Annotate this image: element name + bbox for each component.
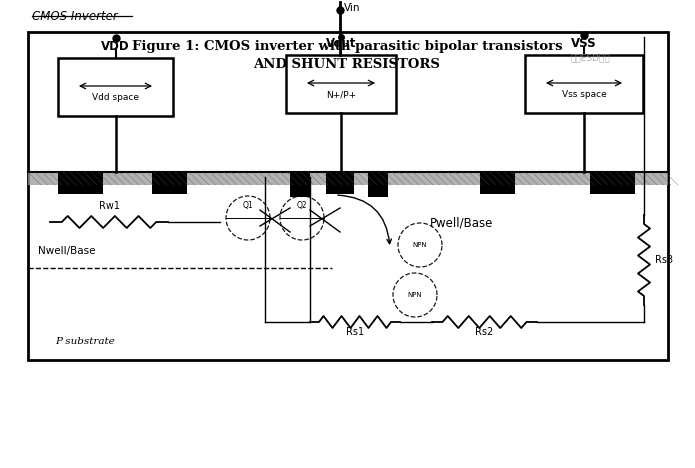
Bar — [58, 172, 103, 194]
Text: Rw1: Rw1 — [99, 201, 120, 211]
Text: Vdd space: Vdd space — [92, 93, 139, 102]
Text: Vin: Vin — [344, 3, 361, 13]
Text: AND SHUNT RESISTORS: AND SHUNT RESISTORS — [254, 58, 441, 71]
Text: VSS: VSS — [571, 37, 597, 50]
Text: NPN: NPN — [413, 242, 427, 248]
Bar — [525, 55, 643, 113]
Text: P substrate: P substrate — [55, 337, 115, 346]
Text: Q1: Q1 — [243, 201, 253, 210]
Bar — [286, 55, 396, 113]
Bar — [152, 172, 187, 194]
Text: Rs3: Rs3 — [655, 255, 673, 265]
Bar — [290, 172, 310, 197]
Text: Q2: Q2 — [297, 201, 307, 210]
Bar — [480, 172, 515, 194]
Bar — [58, 58, 173, 116]
Text: Pwell/Base: Pwell/Base — [430, 217, 493, 230]
Text: Vss space: Vss space — [562, 90, 606, 99]
Bar — [590, 172, 635, 194]
Text: NPN: NPN — [408, 292, 423, 298]
Text: Vout: Vout — [326, 37, 357, 50]
Text: Nwell/Base: Nwell/Base — [38, 246, 95, 256]
FancyArrowPatch shape — [338, 195, 391, 244]
Text: Rs1: Rs1 — [346, 327, 364, 337]
Text: N+/P+: N+/P+ — [326, 90, 356, 99]
Text: Figure 1: CMOS inverter with parasitic bipolar transistors: Figure 1: CMOS inverter with parasitic b… — [131, 40, 562, 53]
Bar — [28, 172, 668, 185]
Bar — [326, 172, 354, 194]
Text: VDD: VDD — [101, 40, 130, 53]
Bar — [28, 32, 668, 360]
Bar — [368, 172, 388, 197]
Text: 番茄ESD小核: 番茄ESD小核 — [570, 53, 610, 62]
Text: CMOS Inverter: CMOS Inverter — [32, 10, 117, 23]
Text: Rs2: Rs2 — [475, 327, 493, 337]
